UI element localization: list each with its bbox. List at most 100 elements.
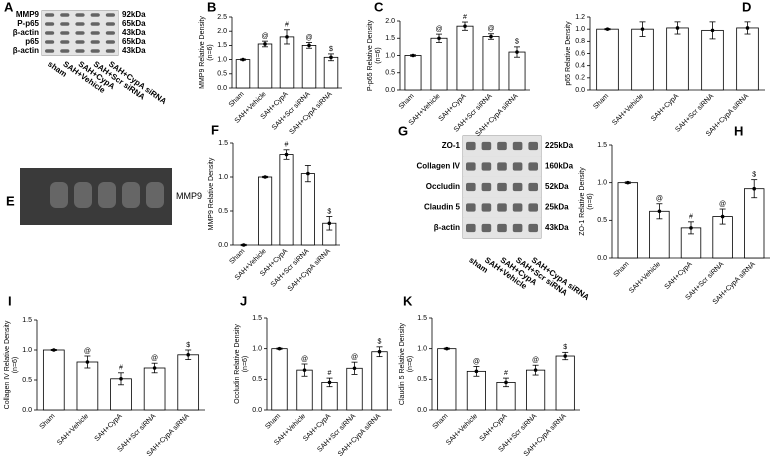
- gel-band: [122, 182, 140, 208]
- panel-letter: F: [211, 122, 219, 137]
- x-tick-label: SAH+Vehicle: [445, 413, 479, 447]
- y-tick-label: 1.0: [575, 26, 585, 33]
- panel-letter: E: [6, 193, 15, 208]
- blot-row-label: Claudin 5: [424, 203, 461, 212]
- mean-dot: [285, 35, 289, 39]
- blot-row-label: Occludin: [426, 182, 460, 191]
- mean-dot: [241, 57, 245, 62]
- x-tick-label: SAH+CypA siRNA: [287, 248, 332, 293]
- bar: [482, 36, 500, 91]
- x-tick-label: SAH+CypA: [664, 261, 694, 291]
- band: [497, 162, 507, 171]
- blot-row-label: Collagen IV: [416, 162, 460, 171]
- y-tick-label: 0.5: [597, 217, 607, 224]
- bar: [42, 349, 65, 411]
- band: [466, 162, 476, 171]
- bar: [526, 369, 546, 411]
- annotation: @: [473, 358, 480, 365]
- y-axis-label: (n=6): [207, 44, 214, 61]
- x-tick-label: Sham: [592, 93, 610, 111]
- x-tick-label: SAH+CypA siRNA: [288, 91, 333, 136]
- y-axis-label: MMP9 Relative Density: [199, 16, 206, 89]
- bar: [404, 55, 422, 91]
- mean-dot: [327, 380, 332, 385]
- gel-band: [146, 182, 164, 208]
- mean-dot: [489, 34, 493, 39]
- panel-letter: D: [742, 0, 751, 14]
- x-tick-label: Sham: [432, 413, 450, 431]
- band: [512, 223, 523, 233]
- band: [497, 141, 507, 151]
- panel-letter: G: [398, 123, 408, 138]
- x-tick-label: SAH+CypA: [650, 93, 680, 123]
- panel-letter: I: [8, 293, 12, 308]
- annotation: @: [305, 34, 312, 41]
- y-tick-label: 0.8: [575, 38, 585, 45]
- bar: [271, 348, 288, 411]
- mean-dot: [675, 26, 680, 30]
- band: [75, 22, 85, 26]
- mean-dot: [263, 42, 267, 46]
- bar: [701, 29, 724, 91]
- mean-dot: [284, 152, 289, 157]
- y-axis-label: Collagen IV Relative Density: [4, 320, 11, 409]
- y-axis-label: p65 Relative Density: [565, 21, 572, 86]
- band: [528, 182, 538, 192]
- y-tick-label: 1.0: [218, 174, 228, 181]
- y-tick-label: 2.5: [217, 14, 227, 21]
- mean-dot: [277, 346, 282, 351]
- y-tick-label: 1.0: [385, 52, 395, 59]
- band: [512, 141, 523, 151]
- mean-dot: [307, 43, 311, 48]
- bar: [177, 354, 200, 411]
- y-axis-label: Claudin 5 Relative Density: [399, 322, 406, 405]
- band: [497, 182, 507, 192]
- band: [75, 49, 85, 53]
- annotation: $: [327, 208, 331, 215]
- annotation: #: [285, 142, 289, 149]
- annotation: $: [329, 46, 333, 53]
- bar: [631, 28, 654, 91]
- band: [497, 223, 507, 233]
- blot-size-label: 43kDa: [545, 223, 569, 232]
- annotation: @: [301, 356, 308, 363]
- mean-dot: [605, 27, 610, 31]
- mean-dot: [533, 368, 538, 372]
- bar: [430, 37, 448, 91]
- bar: [744, 188, 765, 259]
- x-tick-label: SAH+CypA siRNA: [337, 413, 382, 458]
- y-tick-label: 0.0: [218, 242, 228, 249]
- annotation: $: [563, 344, 567, 351]
- y-axis-label: (n=6): [587, 193, 594, 210]
- mean-dot: [302, 368, 307, 372]
- band: [105, 49, 115, 53]
- x-tick-label: Sham: [613, 261, 631, 279]
- mean-dot: [352, 366, 357, 371]
- mean-dot: [327, 221, 332, 226]
- mean-dot: [411, 53, 415, 58]
- y-axis-label: Occludin Relative Density: [234, 324, 241, 404]
- annotation: #: [463, 14, 467, 21]
- band: [105, 13, 115, 17]
- mean-dot: [563, 354, 567, 358]
- y-tick-label: 0.5: [22, 377, 32, 384]
- band: [528, 141, 538, 151]
- bar: [257, 43, 273, 89]
- bar: [279, 154, 294, 246]
- y-tick-label: 1.0: [22, 347, 32, 354]
- bar: [301, 45, 317, 89]
- mean-dot: [119, 377, 123, 381]
- bar: [371, 351, 388, 411]
- mean-dot: [640, 27, 645, 31]
- bar: [736, 27, 759, 91]
- band: [528, 162, 538, 171]
- y-tick-label: 1.5: [385, 35, 395, 42]
- y-tick-label: 1.5: [22, 317, 32, 324]
- mean-dot: [263, 175, 267, 179]
- band: [481, 182, 492, 192]
- band: [90, 13, 100, 17]
- band: [512, 162, 523, 171]
- mean-dot: [626, 180, 630, 185]
- band: [60, 22, 70, 26]
